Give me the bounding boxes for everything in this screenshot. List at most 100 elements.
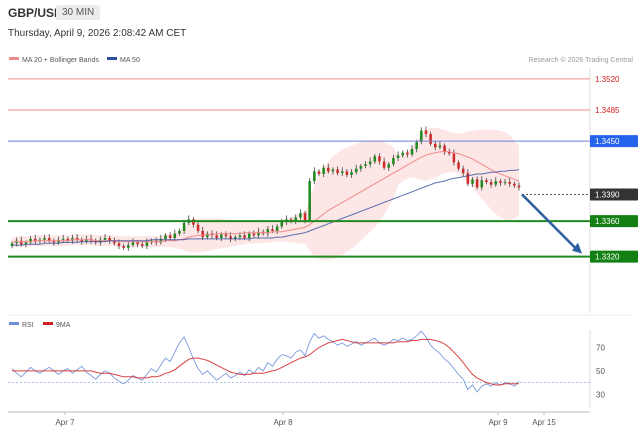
candle-body: [206, 233, 209, 238]
ma50-line: [12, 169, 520, 246]
chart-header: GBP/USD 30 MIN: [0, 0, 640, 26]
candle-body: [461, 168, 465, 174]
candle-body: [164, 235, 167, 239]
candle-body: [420, 130, 423, 142]
level-label: 1.3360: [595, 217, 620, 226]
candle-body: [485, 180, 488, 182]
candle-body: [406, 152, 409, 155]
ma50-legend-swatch: [107, 57, 117, 60]
candle-body: [480, 180, 484, 188]
level-label: 1.3320: [595, 253, 620, 262]
candle-body: [368, 161, 372, 165]
ma20-legend-label: MA 20 + Bollinger Bands: [22, 57, 99, 64]
candle-body: [243, 235, 246, 238]
candle-body: [508, 182, 511, 184]
ma50-legend-label: MA 50: [120, 57, 140, 64]
candle-body: [122, 246, 125, 248]
candle-body: [313, 171, 316, 182]
candle-body: [471, 179, 474, 184]
candle-body: [229, 236, 232, 239]
candle-body: [387, 164, 391, 168]
rsi-ma-legend-swatch: [43, 322, 53, 325]
time-tick-label: Apr 8: [273, 418, 293, 427]
candle-body: [438, 145, 442, 148]
candle-body: [424, 130, 428, 134]
candle-body: [103, 238, 107, 240]
candle-body: [159, 238, 163, 243]
candle-body: [168, 235, 172, 238]
candle-body: [24, 242, 28, 245]
forecast-arrow-head: [572, 242, 582, 254]
candle-body: [410, 149, 414, 155]
candle-body: [489, 182, 493, 185]
candle-body: [196, 224, 200, 231]
candle-body: [350, 172, 353, 175]
candle-body: [75, 238, 79, 240]
ma20-legend-swatch: [9, 57, 19, 60]
candle-body: [238, 235, 242, 238]
candle-body: [113, 240, 116, 244]
candle-body: [182, 222, 186, 231]
candle-body: [266, 229, 270, 234]
symbol-title: GBP/USD: [8, 6, 63, 20]
candle-body: [494, 181, 498, 185]
level-label: 1.3485: [595, 106, 620, 115]
timestamp: Thursday, April 9, 2026 2:08:42 AM CET: [8, 28, 187, 39]
candle-body: [108, 238, 111, 241]
candle-body: [364, 164, 367, 166]
candle-body: [66, 238, 70, 241]
candle-body: [322, 167, 325, 174]
time-tick-label: Apr 7: [55, 418, 75, 427]
rsi-tick-label: 70: [596, 344, 605, 353]
candle-body: [308, 181, 311, 221]
candle-body: [224, 234, 228, 237]
candle-body: [145, 242, 149, 246]
rsi-ma-legend-label: 9MA: [56, 322, 71, 329]
rsi-legend-swatch: [9, 322, 19, 325]
candle-body: [415, 142, 418, 150]
candle-body: [233, 237, 237, 239]
candle-body: [434, 143, 437, 148]
candle-body: [457, 162, 460, 169]
level-tag-support: [590, 215, 638, 228]
candle-body: [247, 233, 251, 238]
candle-body: [336, 169, 339, 174]
candle-body: [359, 166, 363, 169]
candle-body: [136, 242, 139, 245]
candle-body: [52, 240, 56, 243]
level-tag-pivot: [590, 135, 638, 148]
candle-body: [517, 185, 521, 188]
time-tick-label: Apr 9: [488, 418, 508, 427]
candle-body: [331, 169, 335, 172]
candle-body: [173, 233, 177, 238]
candle-body: [29, 238, 32, 243]
candle-body: [47, 238, 51, 241]
candle-body: [127, 245, 130, 248]
candle-body: [252, 233, 256, 236]
candle-body: [401, 152, 404, 156]
rsi-ma-line: [12, 338, 519, 386]
candle-body: [503, 182, 507, 183]
credit-text: Research © 2026 Trading Central: [529, 56, 634, 64]
candle-body: [257, 231, 260, 236]
rsi-legend-label: RSI: [22, 322, 34, 329]
level-tag-target: [590, 250, 638, 263]
candle-body: [303, 213, 307, 221]
timeframe-badge[interactable]: 30 MIN: [56, 5, 101, 20]
candle-body: [275, 226, 279, 231]
candle-body: [378, 156, 381, 162]
candle-body: [396, 155, 400, 158]
candle-body: [80, 239, 84, 242]
candle-body: [220, 234, 223, 238]
rsi-tick-label: 30: [596, 390, 605, 399]
candle-body: [215, 235, 218, 238]
level-tag-last: [590, 188, 638, 201]
candle-body: [373, 156, 377, 162]
candle-body: [61, 238, 65, 240]
candle-body: [392, 158, 395, 165]
candle-body: [20, 240, 23, 245]
candle-body: [447, 151, 451, 154]
candle-body: [443, 145, 446, 152]
